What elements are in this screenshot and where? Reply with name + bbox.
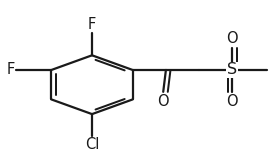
Text: F: F bbox=[88, 17, 96, 32]
Text: O: O bbox=[227, 94, 238, 109]
Text: S: S bbox=[227, 62, 237, 77]
Text: F: F bbox=[7, 62, 15, 77]
Text: O: O bbox=[227, 32, 238, 47]
Text: Cl: Cl bbox=[85, 137, 99, 152]
Text: O: O bbox=[157, 94, 169, 109]
